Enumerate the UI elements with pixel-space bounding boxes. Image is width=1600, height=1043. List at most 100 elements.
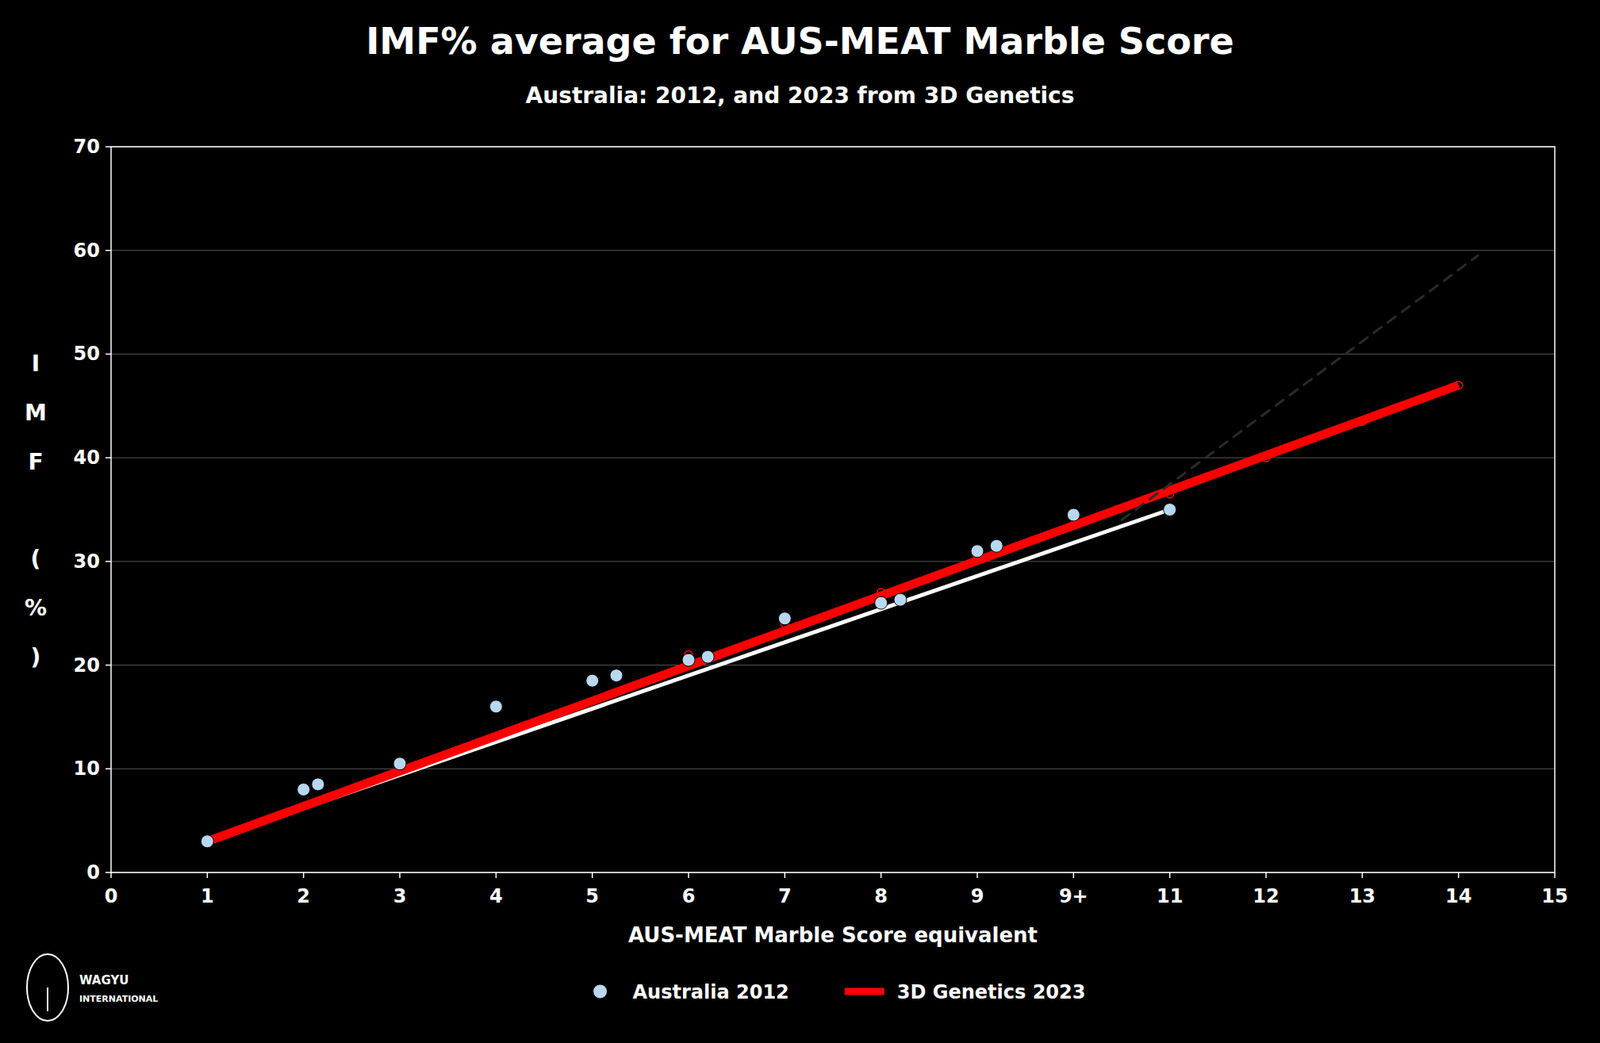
point bbox=[489, 700, 503, 714]
x-tick bbox=[880, 872, 883, 879]
x-tick-label: 7 bbox=[778, 885, 792, 908]
grid-line bbox=[111, 353, 1555, 355]
x-tick-label: 0 bbox=[104, 885, 119, 908]
logo-stroke bbox=[46, 987, 49, 1012]
y-tick-label: 40 bbox=[73, 446, 100, 469]
grid-line bbox=[111, 664, 1555, 666]
y-tick-label: 10 bbox=[73, 757, 100, 780]
x-tick-label: 8 bbox=[874, 885, 888, 908]
logo-oval bbox=[26, 954, 69, 1021]
x-tick bbox=[976, 872, 979, 879]
background bbox=[0, 0, 1600, 1043]
y-tick bbox=[105, 249, 112, 252]
point bbox=[1358, 417, 1366, 426]
x-tick bbox=[591, 872, 594, 879]
y-tick-label: 70 bbox=[73, 135, 100, 158]
x-tick bbox=[1265, 872, 1267, 879]
grid bbox=[111, 146, 1555, 873]
y-tick-label: 50 bbox=[73, 342, 100, 365]
point bbox=[393, 757, 407, 771]
legend-label: 3D Genetics 2023 bbox=[897, 981, 1086, 1004]
point bbox=[701, 650, 714, 664]
x-tick-label: 13 bbox=[1349, 885, 1376, 908]
x-tick bbox=[784, 872, 787, 879]
series-line bbox=[207, 385, 1459, 842]
x-tick-label: 15 bbox=[1541, 885, 1568, 908]
point bbox=[1262, 453, 1271, 462]
y-tick bbox=[105, 768, 112, 771]
y-tick bbox=[105, 145, 112, 148]
x-tick-label: 11 bbox=[1156, 885, 1183, 908]
x-tick-label: 2 bbox=[296, 885, 311, 908]
x-tick-label: 6 bbox=[682, 885, 696, 908]
title: IMF% average for AUS-MEAT Marble Score bbox=[365, 19, 1235, 63]
point bbox=[894, 593, 907, 607]
point bbox=[200, 835, 214, 848]
grid-line bbox=[111, 560, 1555, 562]
subtitle: Australia: 2012, and 2023 from 3D Geneti… bbox=[525, 82, 1075, 109]
x-tick bbox=[110, 872, 112, 879]
axes-frame bbox=[111, 146, 1555, 873]
plot-area bbox=[200, 255, 1478, 848]
x-tick bbox=[1458, 872, 1460, 879]
point bbox=[874, 596, 888, 610]
point bbox=[778, 612, 791, 626]
x-tick bbox=[1553, 872, 1556, 879]
x-tick-label: 12 bbox=[1252, 885, 1279, 908]
grid-line bbox=[111, 457, 1555, 459]
point bbox=[682, 653, 695, 667]
point bbox=[1069, 521, 1078, 530]
point bbox=[1166, 490, 1175, 499]
y-tick-label: 20 bbox=[73, 654, 100, 677]
point bbox=[970, 544, 984, 558]
grid-line bbox=[111, 249, 1555, 251]
x-tick bbox=[303, 872, 305, 879]
x-tick-label: 1 bbox=[200, 885, 215, 908]
legend-item: Australia 2012 bbox=[593, 981, 790, 1004]
x-tick bbox=[687, 872, 690, 879]
x-tick-label: 9 bbox=[970, 885, 985, 908]
x-axis: 01234567899+1112131415 bbox=[104, 872, 1569, 908]
legend-item: 3D Genetics 2023 bbox=[844, 981, 1086, 1004]
legend-label: Australia 2012 bbox=[633, 981, 790, 1004]
point bbox=[311, 778, 325, 791]
point bbox=[610, 669, 623, 683]
x-tick bbox=[1169, 872, 1171, 879]
chart: IMF% average for AUS-MEAT Marble Score Au… bbox=[0, 0, 1600, 1043]
x-tick bbox=[495, 872, 498, 879]
x-tick-label: 14 bbox=[1445, 885, 1472, 908]
legend-marker bbox=[593, 984, 608, 999]
point bbox=[1066, 508, 1080, 522]
y-tick bbox=[105, 560, 112, 563]
x-tick bbox=[207, 872, 209, 879]
y-tick bbox=[105, 871, 112, 874]
x-label: AUS-MEAT Marble Score equivalent bbox=[628, 923, 1038, 948]
point bbox=[297, 782, 311, 796]
annotation: INTERNATIONAL bbox=[79, 993, 158, 1005]
point bbox=[989, 539, 1003, 553]
y-axis: 0 10 20 30 40 50 60 70 bbox=[73, 135, 112, 884]
point bbox=[1163, 503, 1177, 517]
y-tick-label: 0 bbox=[86, 861, 100, 884]
grid-line bbox=[111, 768, 1555, 770]
x-tick-label: 9+ bbox=[1058, 885, 1089, 908]
legend-line bbox=[844, 988, 885, 996]
y-tick-label: 30 bbox=[73, 550, 100, 573]
x-tick-label: 5 bbox=[585, 885, 599, 908]
x-tick-label: 4 bbox=[489, 885, 503, 908]
x-tick bbox=[1073, 872, 1075, 879]
annotation: WAGYU bbox=[79, 973, 130, 988]
y-label: IMF(%) bbox=[24, 350, 47, 671]
x-tick bbox=[1362, 872, 1364, 879]
point bbox=[877, 588, 886, 597]
point bbox=[586, 674, 599, 687]
logo: WAGYU INTERNATIONAL bbox=[26, 954, 158, 1021]
series-line bbox=[1121, 255, 1478, 520]
y-tick bbox=[105, 664, 112, 667]
point bbox=[1454, 381, 1463, 390]
x-tick bbox=[399, 872, 401, 879]
y-tick bbox=[105, 353, 112, 356]
y-tick bbox=[105, 456, 112, 459]
y-tick-label: 60 bbox=[73, 239, 100, 262]
legend: Australia 2012 3D Genetics 2023 bbox=[593, 981, 1086, 1004]
